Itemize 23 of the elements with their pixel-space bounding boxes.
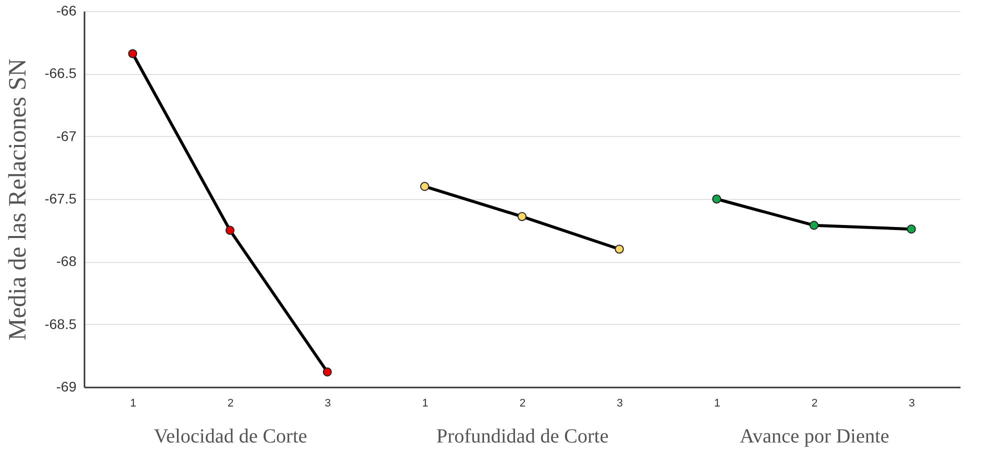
x-tick-label: 3 [324, 398, 331, 410]
y-tick-label: -67 [56, 128, 77, 144]
x-tick-label: 2 [519, 398, 526, 410]
y-tick-label: -66.5 [44, 65, 77, 82]
x-tick-label: 1 [714, 398, 720, 410]
x-tick-label: 2 [227, 398, 234, 410]
x-tick-label: 1 [422, 398, 428, 410]
x-tick-label: 1 [130, 398, 136, 410]
x-axis-title: Avance por Diente [740, 426, 890, 448]
point [128, 49, 138, 58]
point [322, 367, 332, 376]
y-tick-label: -68.5 [44, 316, 77, 332]
y-tick-label: -67.5 [44, 190, 77, 206]
point [225, 226, 235, 235]
x-tick-label: 3 [908, 398, 915, 410]
y-tick-label: -66 [56, 2, 77, 18]
y-tick-label: -69 [56, 378, 77, 394]
y-tick-label: -68 [56, 253, 77, 270]
x-tick-label: 3 [616, 398, 623, 410]
y-axis-title: Media de las Relaciones SN [4, 58, 32, 340]
x-axis-title: Velocidad de Corte [154, 426, 308, 448]
x-axis-title: Profundidad de Corte [436, 426, 609, 448]
x-tick-label: 2 [811, 398, 818, 410]
